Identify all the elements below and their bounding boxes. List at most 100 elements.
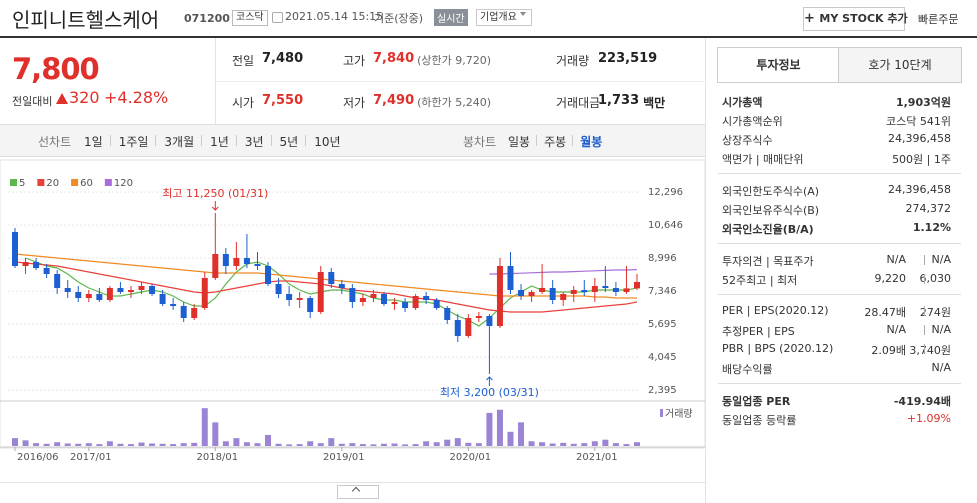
tab-separator [536,135,538,146]
summary-label: 고가 [343,54,366,68]
info-value: 24,396,458 [888,183,951,196]
info-value: N/A [886,253,906,266]
candle-tab[interactable]: 주봉 [544,135,567,149]
candle-body [191,308,198,318]
candle-body [328,272,335,284]
tab-separator [201,135,203,146]
candle-tab[interactable]: 일봉 [508,135,531,149]
volume-bar [201,408,208,446]
x-tick-label: 2021/01 [576,452,618,463]
candle-body [222,254,229,266]
info-value: 6,030 [919,272,952,285]
legend-label: 60 [80,178,93,189]
volume-bar [507,431,514,446]
side-tab[interactable]: 투자정보 [717,47,840,83]
candle-tab[interactable]: 월봉 [580,135,603,149]
candle-body [581,290,588,292]
candle-body [265,266,272,284]
realtime-badge[interactable]: 실시간 [434,9,468,26]
info-label: 상장주식수 [722,134,773,147]
volume-bar [454,438,461,446]
change-amount: 320 [69,88,100,107]
summary-value: 7,480 [262,51,304,66]
volume-bar [317,443,324,446]
candle-body [170,304,177,306]
x-tick-label: 2020/01 [450,452,492,463]
period-tab[interactable]: 10년 [314,135,341,149]
annotation-arrow [486,376,493,386]
toolbar [0,124,705,157]
my-stock-button[interactable]: + MY STOCK 추가 [803,7,908,31]
period-tab[interactable]: 1년 [210,135,229,149]
info-label: 시가총액순위 [722,115,783,128]
volume-bar [370,444,377,446]
candle-body [444,308,451,320]
candle-body [412,296,419,308]
volume-bar [602,439,609,446]
volume-bar [539,442,546,446]
candle-body [549,288,556,300]
y-tick-label: 5,695 [648,319,677,330]
moving-average-line [25,257,638,327]
volume-bar [475,443,482,446]
volume-bar [117,443,124,446]
value-separator [924,274,925,284]
volume-bar [149,443,156,446]
volume-bar [106,441,113,446]
summary-value: 7,840 [373,51,415,66]
x-tick-label: 2017/01 [70,452,112,463]
plot-frame [0,159,705,449]
side-tab[interactable]: 호가 10단계 [838,47,962,83]
volume-bar [296,444,303,446]
info-label: 투자의견 | 목표주가 [722,255,814,268]
candle-body [22,262,29,266]
info-divider [718,173,961,174]
period-tab[interactable]: 5년 [279,135,299,149]
quick-order[interactable]: 빠른주문 [918,13,959,26]
period-tab[interactable]: 1주일 [118,135,149,149]
divider [705,38,706,503]
candle-body [338,284,345,288]
volume-bar [243,442,250,446]
volume-legend-swatch [660,409,663,417]
volume-bar [549,443,556,446]
volume-bar [444,439,451,446]
candle-chart-label: 봉차트 [463,135,497,149]
info-divider [718,243,961,244]
candle-body [127,290,134,292]
candle-body [307,298,314,312]
candle-body [560,294,567,300]
side-tab-rule [717,82,961,83]
annotation-arrow [211,201,219,211]
summary-note: (상한가 9,720) [417,54,492,67]
legend-swatch [104,179,112,186]
info-value: 274,372 [905,202,952,215]
volume-bar [623,444,630,446]
info-value: 코스닥 541위 [886,115,951,128]
candle-body [496,266,503,326]
candle-body [518,290,525,296]
info-divider [718,294,961,295]
y-tick-label: 8,996 [648,253,677,264]
info-value: 1.12% [912,221,951,234]
candle-body [254,264,261,266]
volume-bar [75,443,82,446]
period-tab[interactable]: 1일 [84,135,103,149]
candle-body [612,288,619,292]
candle-body [212,254,219,278]
summary-label: 전일 [232,54,255,68]
collapse-button[interactable] [337,485,379,499]
volume-bar [391,443,398,446]
market-badge: 코스닥 [232,10,268,26]
value-separator [924,344,925,354]
info-value: 1,903억원 [895,96,951,109]
volume-bar [265,434,272,446]
period-tab[interactable]: 3년 [244,135,264,149]
candle-body [180,306,187,318]
info-value: N/A [931,361,951,374]
up-arrow [56,93,68,104]
period-tab[interactable]: 3개월 [164,135,195,149]
volume-bar [159,443,166,446]
info-value: 9,220 [874,272,907,285]
company-info-button[interactable]: 기업개요 [476,9,532,26]
